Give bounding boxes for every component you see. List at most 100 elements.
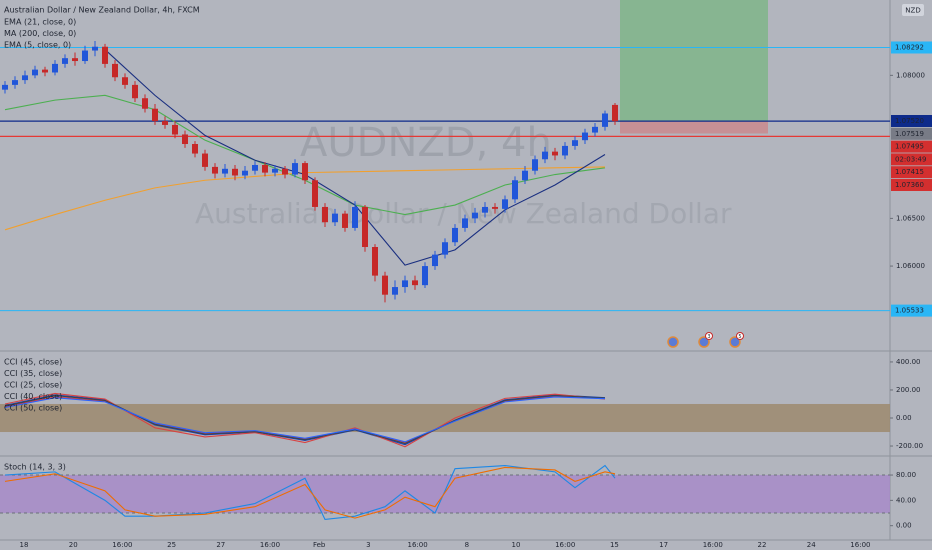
indicator-line <box>4 466 616 519</box>
x-tick-label: 22 <box>758 541 767 549</box>
candle-body <box>452 227 458 243</box>
currency: NZD <box>905 7 920 15</box>
candle-body <box>172 124 178 135</box>
candle-body <box>122 77 128 85</box>
level-label-box <box>891 41 932 54</box>
y-tick-label: 80.00 <box>896 471 916 479</box>
price-label: 1.07415 <box>895 168 924 176</box>
event-icon <box>667 336 679 348</box>
candle-body <box>212 166 218 174</box>
price-label: 1.07495 <box>895 143 924 151</box>
legend-entry: MA (200, close, 0) <box>4 29 76 38</box>
candle-body <box>282 168 288 175</box>
candle-body <box>332 213 338 223</box>
event-icon <box>698 336 710 348</box>
candle-body <box>262 164 268 173</box>
price-label: 1.07360 <box>895 181 924 189</box>
candle-body <box>152 108 158 122</box>
legend-entry: EMA (5, close, 0) <box>4 41 71 50</box>
x-tick-label: 27 <box>216 541 225 549</box>
candle-body <box>32 69 38 76</box>
y-tick-label: -200.00 <box>896 442 923 450</box>
candle-body <box>2 84 8 90</box>
candle-body <box>242 170 248 176</box>
candle-body <box>602 113 608 127</box>
panel-title: Australian Dollar / New Zealand Dollar, … <box>4 6 200 15</box>
candle-body <box>132 84 138 99</box>
candle-body <box>442 242 448 255</box>
indicator-line <box>4 392 606 448</box>
candle-body <box>412 280 418 286</box>
x-tick-label: 16:00 <box>408 541 428 549</box>
currency-badge <box>902 4 924 16</box>
y-tick-label: 1.06500 <box>896 214 925 222</box>
band <box>0 403 890 433</box>
x-tick-label: 18 <box>20 541 29 549</box>
price-label-box <box>891 115 932 127</box>
x-tick-label: 10 <box>512 541 521 549</box>
event-badge <box>705 332 713 340</box>
candle-body <box>422 266 428 286</box>
panel-title: Stoch (14, 3, 3) <box>4 463 66 472</box>
indicator-line <box>4 464 616 520</box>
candle-body <box>232 168 238 176</box>
x-tick-label: 17 <box>659 541 668 549</box>
candle-body <box>482 206 488 213</box>
legend-entry: CCI (45, close) <box>4 358 62 367</box>
candle-body <box>42 69 48 73</box>
y-tick-label: 1.06000 <box>896 262 925 270</box>
candle-body <box>372 247 378 276</box>
x-tick-label: 20 <box>69 541 78 549</box>
x-tick-label: 15 <box>610 541 619 549</box>
price-label-box <box>891 127 932 140</box>
candle-body <box>292 163 298 175</box>
event-icon <box>729 336 741 348</box>
y-tick-label: 0.00 <box>896 522 912 530</box>
candle-body <box>202 153 208 167</box>
candle-body <box>82 50 88 62</box>
candle-body <box>362 206 368 248</box>
candle-body <box>222 168 228 174</box>
candle-body <box>562 145 568 156</box>
indicator-line <box>4 394 606 446</box>
x-tick-label: 16:00 <box>260 541 280 549</box>
price-label-box <box>891 179 932 191</box>
price-label-box <box>891 166 932 179</box>
watermark: AUDNZD, 4h <box>300 120 552 166</box>
candle-body <box>52 63 58 73</box>
candle-body <box>302 163 308 181</box>
x-tick-label: 16:00 <box>703 541 723 549</box>
legend-entry: CCI (25, close) <box>4 381 62 390</box>
candle-body <box>62 58 68 64</box>
legend-entry: CCI (35, close) <box>4 369 62 378</box>
indicator-line <box>4 396 606 443</box>
candle-body <box>92 46 98 51</box>
candle-body <box>572 140 578 146</box>
x-tick-label: 25 <box>167 541 176 549</box>
legend-entry: CCI (50, close) <box>4 404 62 413</box>
price-label: 1.07520 <box>895 117 924 125</box>
x-tick-label: 24 <box>807 541 816 549</box>
price-label-box <box>891 153 932 166</box>
x-tick-label: 16:00 <box>555 541 575 549</box>
candle-body <box>502 199 508 209</box>
candle-body <box>322 206 328 223</box>
candle-body <box>22 75 28 81</box>
event-badge <box>736 332 744 340</box>
candle-body <box>472 212 478 219</box>
candle-body <box>252 164 258 171</box>
y-tick-label: 0.00 <box>896 414 912 422</box>
price-label: 1.07519 <box>895 130 924 138</box>
x-tick-label: 3 <box>366 541 370 549</box>
candle-body <box>552 151 558 156</box>
candle-body <box>522 170 528 181</box>
panel <box>0 0 890 312</box>
candle-body <box>12 80 18 85</box>
position-stop <box>620 121 768 134</box>
candle-body <box>382 275 388 295</box>
x-tick-label: 16:00 <box>112 541 132 549</box>
y-tick-label: 400.00 <box>896 358 921 366</box>
x-tick-label: Feb <box>313 541 326 549</box>
candle-body <box>542 151 548 160</box>
